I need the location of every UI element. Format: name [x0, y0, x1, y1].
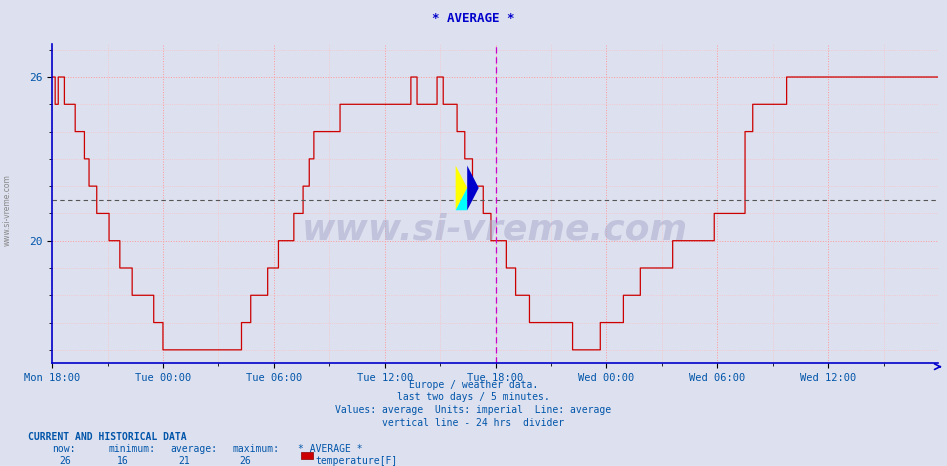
- Text: now:: now:: [52, 444, 76, 454]
- Text: CURRENT AND HISTORICAL DATA: CURRENT AND HISTORICAL DATA: [28, 432, 188, 442]
- Text: minimum:: minimum:: [109, 444, 156, 454]
- Polygon shape: [467, 165, 479, 210]
- Text: average:: average:: [170, 444, 218, 454]
- Polygon shape: [456, 188, 467, 210]
- Text: Values: average  Units: imperial  Line: average: Values: average Units: imperial Line: av…: [335, 405, 612, 415]
- Text: 16: 16: [116, 456, 128, 466]
- Text: maximum:: maximum:: [232, 444, 279, 454]
- Text: www.si-vreme.com: www.si-vreme.com: [3, 174, 12, 246]
- Text: www.si-vreme.com: www.si-vreme.com: [302, 212, 688, 247]
- Text: * AVERAGE *: * AVERAGE *: [432, 12, 515, 25]
- Text: Europe / weather data.: Europe / weather data.: [409, 380, 538, 390]
- Polygon shape: [456, 165, 467, 210]
- Text: temperature[F]: temperature[F]: [315, 456, 398, 466]
- Text: * AVERAGE *: * AVERAGE *: [298, 444, 363, 454]
- Text: 21: 21: [178, 456, 189, 466]
- Text: 26: 26: [60, 456, 71, 466]
- Text: 26: 26: [240, 456, 251, 466]
- Text: last two days / 5 minutes.: last two days / 5 minutes.: [397, 392, 550, 402]
- Text: vertical line - 24 hrs  divider: vertical line - 24 hrs divider: [383, 418, 564, 427]
